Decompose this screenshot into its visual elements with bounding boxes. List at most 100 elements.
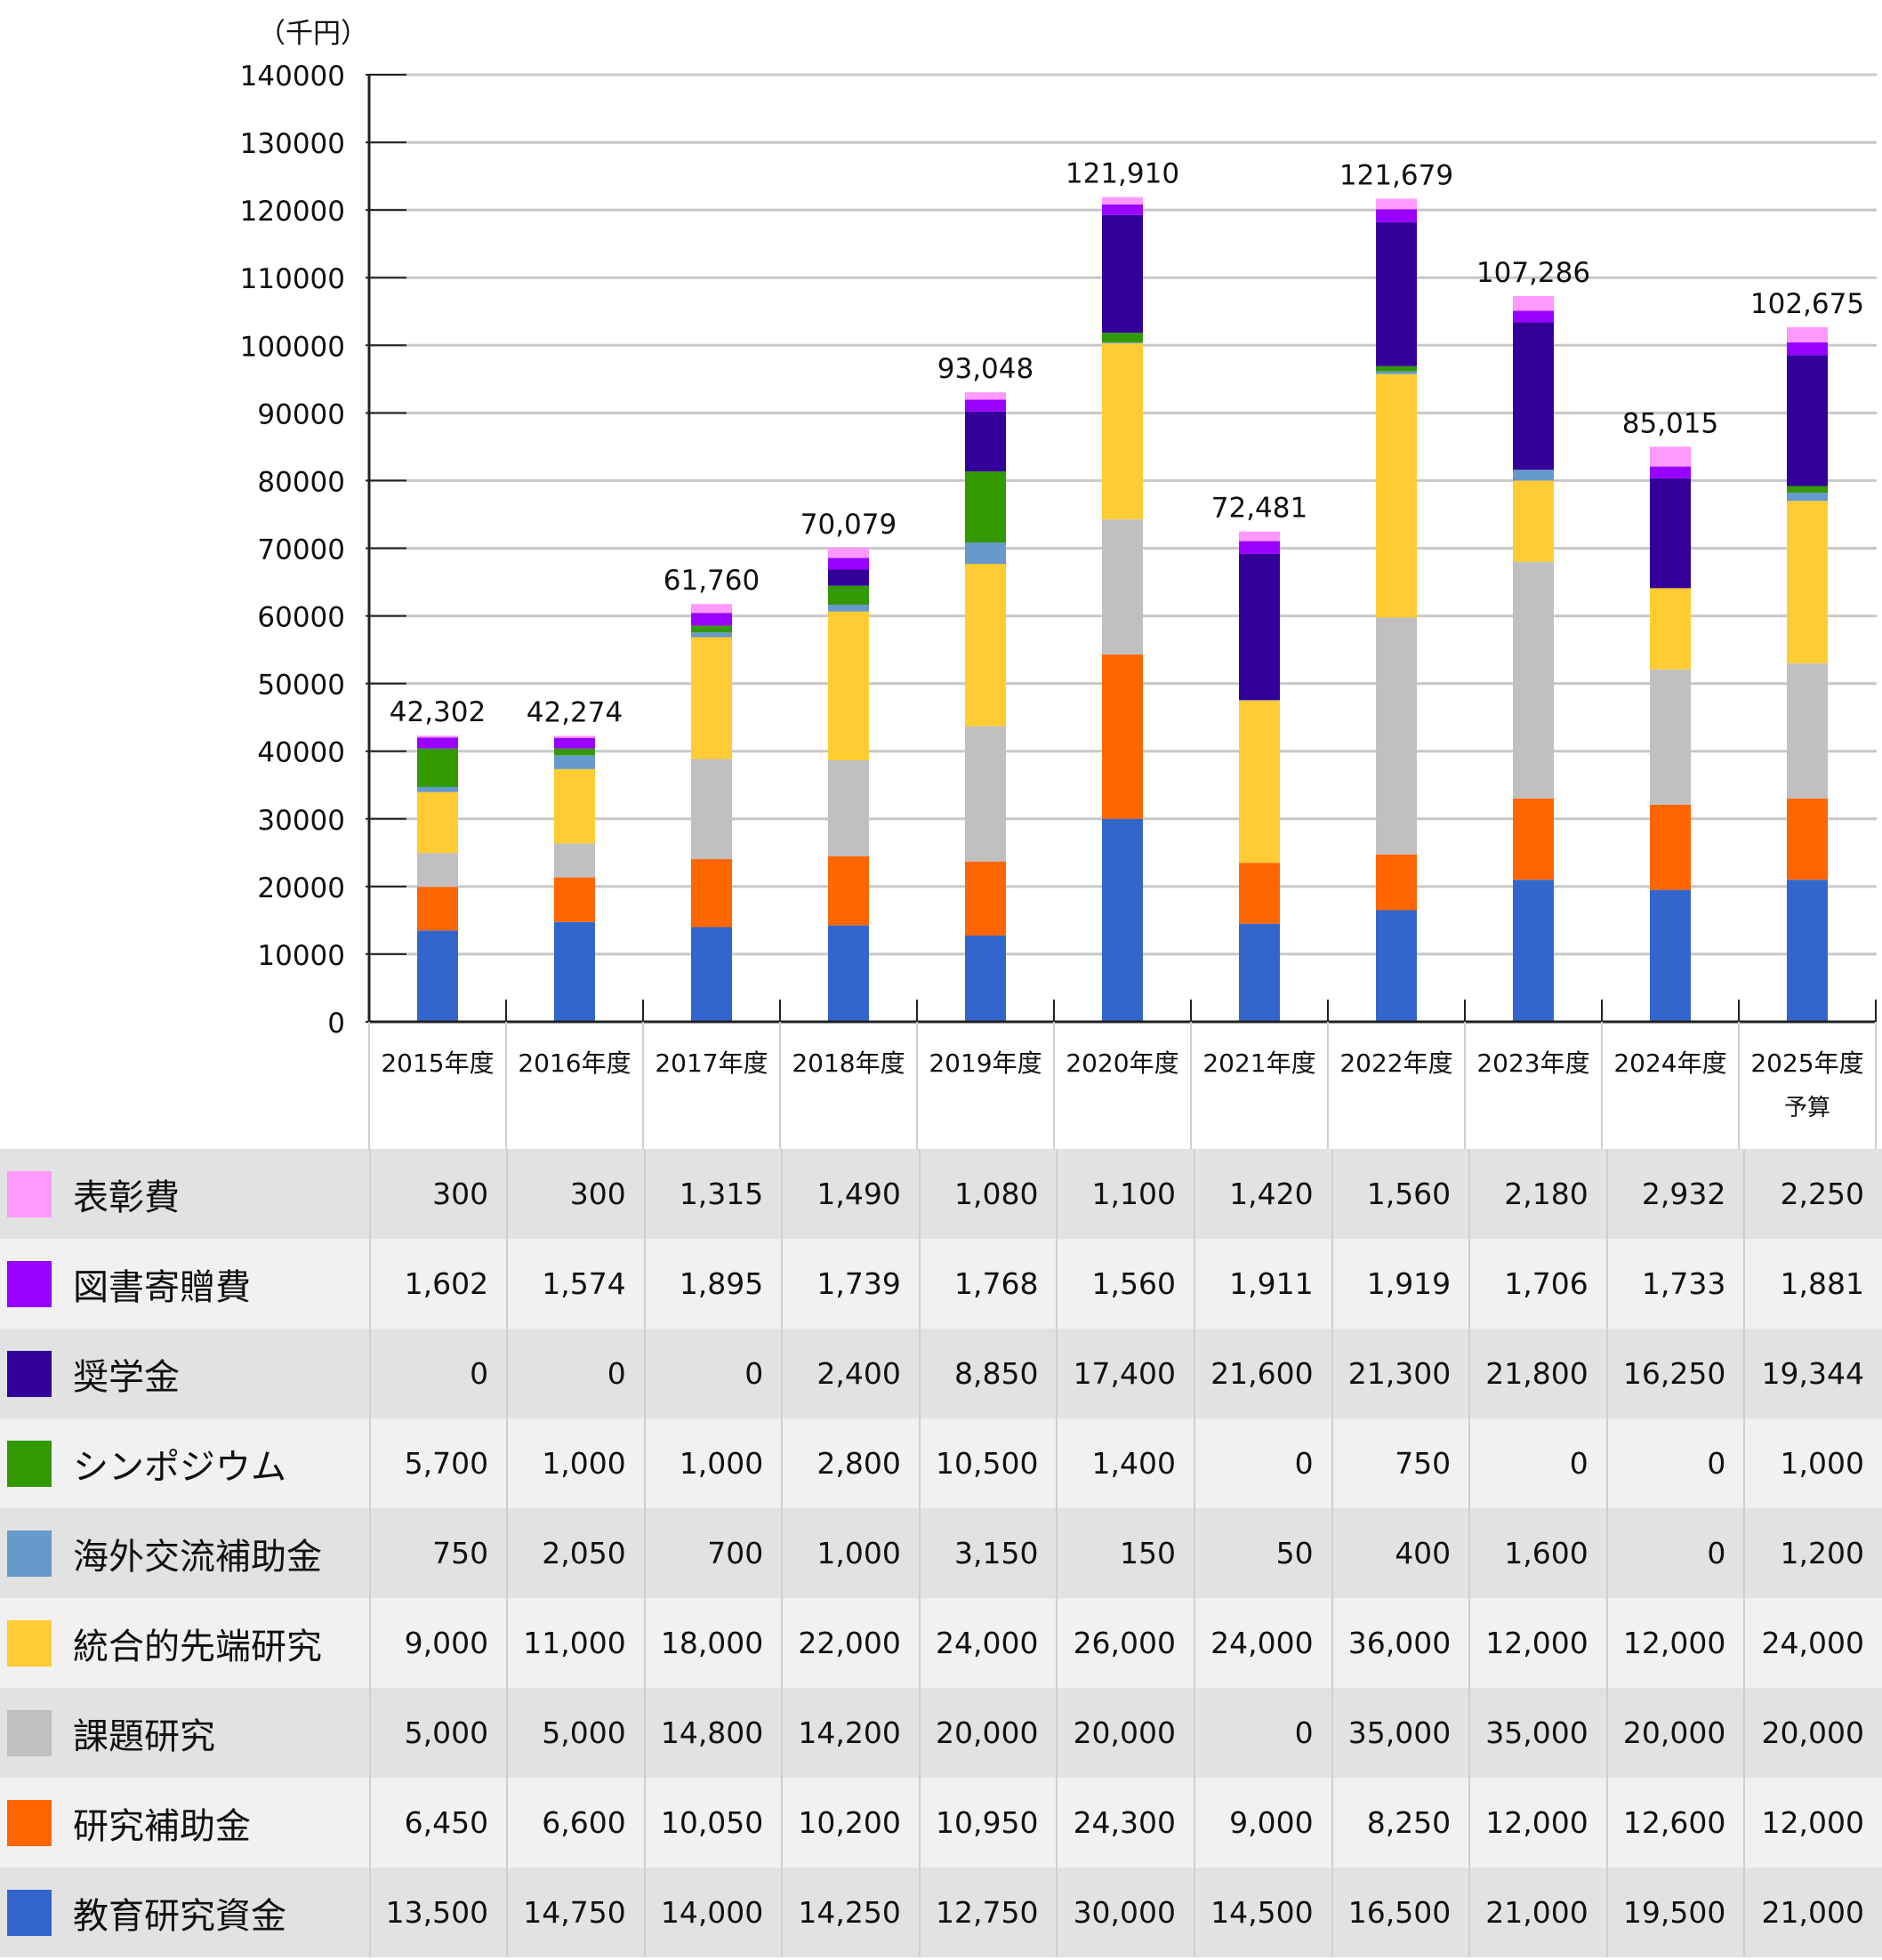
table-cell: 14,200 <box>782 1688 921 1778</box>
table-cell: 1,100 <box>1057 1149 1196 1239</box>
legend-swatch <box>7 1440 52 1487</box>
table-cell: 24,000 <box>1194 1598 1333 1688</box>
row-header: 課題研究 <box>0 1688 371 1778</box>
x-category-label: 2018年度 <box>792 1048 905 1078</box>
table-cell: 10,200 <box>782 1778 921 1868</box>
bar-segment <box>1376 374 1417 618</box>
table-cell: 35,000 <box>1331 1688 1471 1778</box>
bar-total-label: 42,302 <box>390 696 486 728</box>
bar-segment <box>554 843 595 878</box>
table-cell: 1,706 <box>1469 1239 1608 1329</box>
y-tick-label: 120000 <box>240 196 345 228</box>
y-axis-unit-label: （千円） <box>258 18 368 50</box>
table-cell: 0 <box>644 1329 784 1418</box>
table-cell: 22,000 <box>782 1598 921 1688</box>
bar-segment <box>965 471 1006 543</box>
bar-segment <box>1513 310 1554 323</box>
bar-segment <box>1239 541 1280 554</box>
x-category-label: 2019年度 <box>929 1048 1042 1078</box>
table-cell: 1,919 <box>1331 1239 1471 1329</box>
row-header: シンポジウム <box>0 1418 371 1508</box>
table-cell: 8,250 <box>1331 1778 1471 1868</box>
y-tick-label: 130000 <box>240 128 345 160</box>
table-cell: 3,150 <box>919 1508 1058 1598</box>
table-cell: 12,600 <box>1606 1778 1746 1868</box>
table-cell: 1,560 <box>1057 1239 1196 1329</box>
x-category-label: 2023年度 <box>1476 1048 1589 1078</box>
bar-segment <box>1650 804 1691 890</box>
bar-segment <box>691 859 732 928</box>
bar-segment <box>1102 518 1143 655</box>
series-label: 研究補助金 <box>73 1805 251 1847</box>
series-label: 教育研究資金 <box>73 1895 286 1937</box>
bar-segment <box>554 755 595 769</box>
legend-swatch <box>7 1530 52 1577</box>
table-cell: 1,911 <box>1194 1239 1333 1329</box>
series-label: シンポジウム <box>73 1446 286 1488</box>
y-tick-label: 110000 <box>240 263 345 295</box>
table-cell: 24,300 <box>1057 1778 1196 1868</box>
table-cell: 10,950 <box>919 1778 1058 1868</box>
table-cell: 14,800 <box>644 1688 784 1778</box>
row-header: 海外交流補助金 <box>0 1508 371 1598</box>
table-row: 表彰費 300 300 1,315 1,490 1,080 1,100 1,420 1,560 2… <box>0 1149 1882 1239</box>
table-cell: 30,000 <box>1057 1868 1196 1957</box>
table-cell: 17,400 <box>1057 1329 1196 1418</box>
bar-segment <box>1787 486 1828 494</box>
table-cell: 21,000 <box>1744 1868 1882 1957</box>
table-cell: 24,000 <box>919 1598 1058 1688</box>
y-tick-labels: 0 10000 20000 30000 40000 50000 60000 70000 8000… <box>240 60 345 1040</box>
bar-segment <box>1787 342 1828 356</box>
table-cell: 1,000 <box>644 1418 784 1508</box>
table-cell: 10,050 <box>644 1778 784 1868</box>
bar-segment <box>1102 654 1143 819</box>
table-cell: 8,850 <box>919 1329 1058 1418</box>
table-cell: 0 <box>369 1329 509 1418</box>
bar-segment <box>691 613 732 626</box>
y-tick-label: 60000 <box>257 602 345 634</box>
table-cell: 750 <box>1331 1418 1471 1508</box>
bar-segment <box>1239 923 1280 1022</box>
bar-segment <box>1513 295 1554 311</box>
bar-segment <box>691 625 732 633</box>
y-tick-label: 90000 <box>257 398 345 430</box>
table-cell: 35,000 <box>1469 1688 1608 1778</box>
bar-segment <box>554 737 595 749</box>
axes <box>367 75 1877 1149</box>
table-row: 図書寄贈費 1,602 1,574 1,895 1,739 1,768 1,560 1,911… <box>0 1239 1882 1329</box>
table-cell: 1,000 <box>1744 1418 1882 1508</box>
table-cell: 1,490 <box>782 1149 921 1239</box>
table-cell: 13,500 <box>369 1868 509 1957</box>
table-cell: 0 <box>507 1329 646 1418</box>
bar-total-label: 61,760 <box>664 565 760 597</box>
bar-segment <box>691 637 732 759</box>
bar-segment <box>1513 798 1554 880</box>
table-cell: 6,600 <box>507 1778 646 1868</box>
bar-total-label: 72,481 <box>1211 493 1307 525</box>
bar-segment <box>1650 669 1691 805</box>
bar-segment <box>1239 863 1280 924</box>
legend-swatch <box>7 1619 52 1667</box>
table-cell: 1,560 <box>1331 1149 1471 1239</box>
table-cell: 1,602 <box>369 1239 509 1329</box>
bar-segment <box>691 604 732 614</box>
table-cell: 0 <box>1194 1688 1333 1778</box>
table-cell: 14,750 <box>507 1868 646 1957</box>
y-tick-label: 100000 <box>240 331 345 363</box>
table-cell: 2,800 <box>782 1418 921 1508</box>
x-category-label: 2015年度 <box>381 1048 494 1078</box>
bar-segment <box>1513 470 1554 481</box>
y-tick-label: 50000 <box>257 670 345 702</box>
bar-segment <box>417 930 458 1022</box>
table-cell: 2,932 <box>1606 1149 1746 1239</box>
bar-segment <box>1376 617 1417 855</box>
bar-segment <box>965 411 1006 472</box>
bar-total-label: 70,079 <box>800 509 897 541</box>
x-category-label: 2016年度 <box>518 1048 631 1078</box>
y-tick-label: 140000 <box>240 60 345 92</box>
bar-segment <box>417 787 458 792</box>
x-category-label: 2020年度 <box>1066 1048 1178 1078</box>
bar-segment <box>1376 365 1417 372</box>
bar-segment <box>554 735 595 738</box>
bar-segment <box>1239 531 1280 542</box>
